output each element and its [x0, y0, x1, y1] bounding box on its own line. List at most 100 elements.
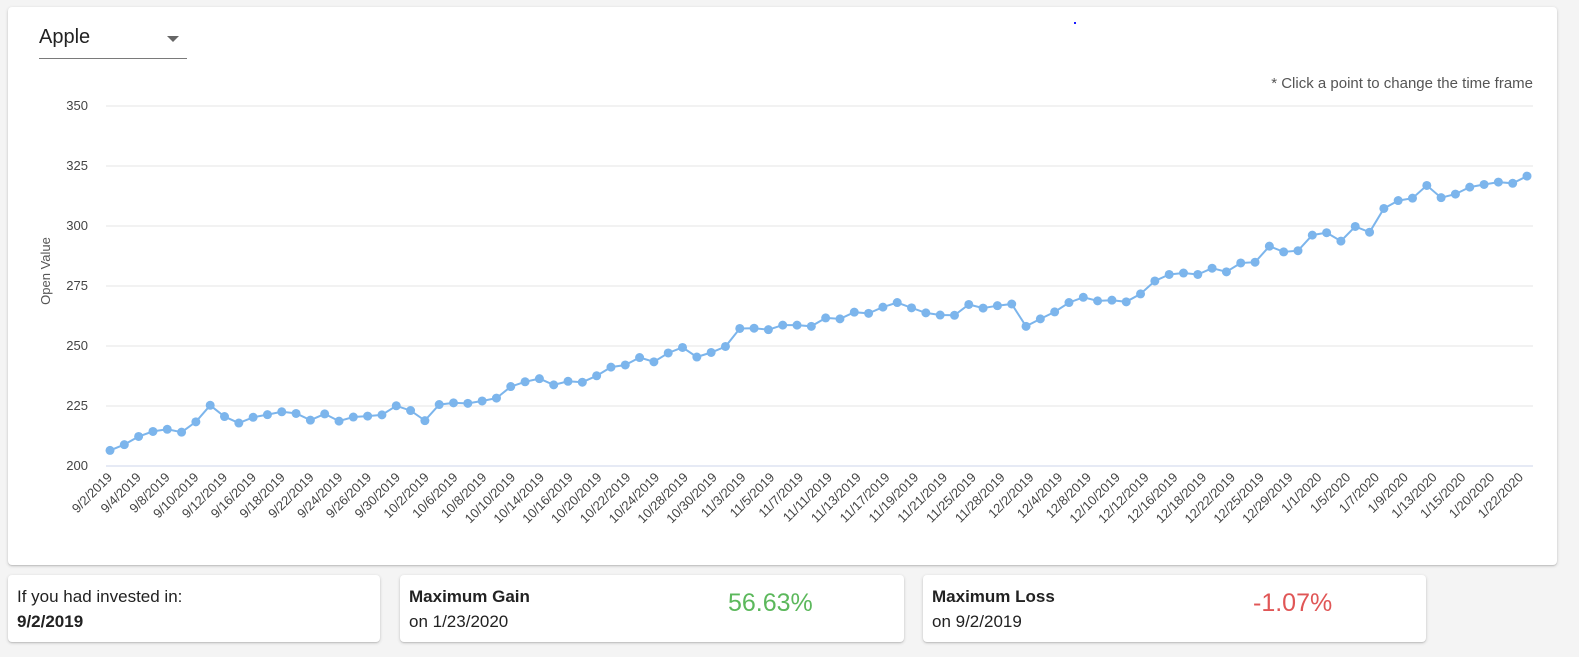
data-point[interactable] — [491, 393, 501, 403]
data-point[interactable] — [348, 412, 358, 422]
data-point[interactable] — [420, 416, 430, 426]
data-point[interactable] — [635, 353, 645, 363]
data-point[interactable] — [1164, 269, 1174, 279]
data-point[interactable] — [563, 376, 573, 386]
data-point[interactable] — [1307, 230, 1317, 240]
data-point[interactable] — [134, 431, 144, 441]
data-point[interactable] — [907, 303, 917, 313]
data-point[interactable] — [1193, 269, 1203, 279]
data-point[interactable] — [277, 407, 287, 417]
data-point[interactable] — [592, 371, 602, 381]
data-point[interactable] — [1279, 247, 1289, 257]
data-point[interactable] — [1078, 292, 1088, 302]
data-point[interactable] — [1250, 257, 1260, 267]
data-point[interactable] — [1365, 227, 1375, 237]
data-point[interactable] — [162, 424, 172, 434]
data-point[interactable] — [1021, 321, 1031, 331]
data-point[interactable] — [1121, 297, 1131, 307]
data-point[interactable] — [1050, 307, 1060, 317]
data-point[interactable] — [992, 301, 1002, 311]
data-point[interactable] — [1035, 314, 1045, 324]
data-point[interactable] — [434, 400, 444, 410]
data-point[interactable] — [506, 382, 516, 392]
data-point[interactable] — [792, 320, 802, 330]
data-point[interactable] — [220, 412, 230, 422]
data-point[interactable] — [1407, 193, 1417, 203]
data-point[interactable] — [1178, 268, 1188, 278]
data-point[interactable] — [663, 348, 673, 358]
data-point[interactable] — [921, 308, 931, 318]
data-point[interactable] — [649, 357, 659, 367]
data-point[interactable] — [1522, 171, 1532, 181]
data-point[interactable] — [320, 409, 330, 419]
data-point[interactable] — [864, 308, 874, 318]
company-select[interactable]: Apple — [39, 24, 187, 59]
data-point[interactable] — [477, 396, 487, 406]
data-point[interactable] — [148, 426, 158, 436]
data-point[interactable] — [1479, 179, 1489, 189]
data-point[interactable] — [205, 400, 215, 410]
data-point[interactable] — [1221, 267, 1231, 277]
data-point[interactable] — [1465, 182, 1475, 192]
data-point[interactable] — [778, 320, 788, 330]
data-point[interactable] — [1264, 241, 1274, 251]
data-point[interactable] — [191, 417, 201, 427]
data-point[interactable] — [534, 374, 544, 384]
data-point[interactable] — [1064, 298, 1074, 308]
data-point[interactable] — [177, 427, 187, 437]
data-point[interactable] — [720, 341, 730, 351]
data-point[interactable] — [706, 347, 716, 357]
data-point[interactable] — [964, 299, 974, 309]
data-point[interactable] — [1450, 189, 1460, 199]
data-point[interactable] — [234, 418, 244, 428]
data-point[interactable] — [119, 440, 129, 450]
data-point[interactable] — [1093, 296, 1103, 306]
data-point[interactable] — [363, 411, 373, 421]
data-point[interactable] — [949, 310, 959, 320]
data-point[interactable] — [835, 314, 845, 324]
data-point[interactable] — [735, 323, 745, 333]
data-point[interactable] — [1336, 236, 1346, 246]
data-point[interactable] — [406, 406, 416, 416]
data-point[interactable] — [105, 445, 115, 455]
data-point[interactable] — [606, 362, 616, 372]
data-point[interactable] — [1293, 246, 1303, 256]
data-point[interactable] — [1236, 258, 1246, 268]
data-point[interactable] — [291, 408, 301, 418]
data-point[interactable] — [692, 352, 702, 362]
data-point[interactable] — [391, 401, 401, 411]
data-point[interactable] — [262, 410, 272, 420]
data-point[interactable] — [678, 342, 688, 352]
data-point[interactable] — [878, 302, 888, 312]
data-point[interactable] — [463, 398, 473, 408]
data-point[interactable] — [520, 377, 530, 387]
data-point[interactable] — [1393, 196, 1403, 206]
data-point[interactable] — [1007, 299, 1017, 309]
data-point[interactable] — [749, 323, 759, 333]
data-point[interactable] — [1493, 177, 1503, 187]
data-point[interactable] — [1136, 289, 1146, 299]
data-point[interactable] — [1322, 228, 1332, 238]
data-point[interactable] — [248, 412, 258, 422]
data-point[interactable] — [1379, 203, 1389, 213]
chevron-down-icon[interactable] — [167, 36, 179, 42]
data-point[interactable] — [1350, 221, 1360, 231]
data-point[interactable] — [449, 398, 459, 408]
data-point[interactable] — [334, 416, 344, 426]
data-point[interactable] — [1508, 178, 1518, 188]
data-point[interactable] — [1422, 180, 1432, 190]
data-point[interactable] — [305, 415, 315, 425]
data-point[interactable] — [1107, 295, 1117, 305]
data-point[interactable] — [549, 380, 559, 390]
data-point[interactable] — [806, 321, 816, 331]
data-point[interactable] — [892, 298, 902, 308]
data-point[interactable] — [377, 410, 387, 420]
data-point[interactable] — [620, 360, 630, 370]
data-point[interactable] — [1436, 193, 1446, 203]
data-point[interactable] — [849, 307, 859, 317]
data-point[interactable] — [978, 303, 988, 313]
data-point[interactable] — [1150, 276, 1160, 286]
data-point[interactable] — [577, 377, 587, 387]
data-point[interactable] — [821, 313, 831, 323]
data-point[interactable] — [935, 310, 945, 320]
